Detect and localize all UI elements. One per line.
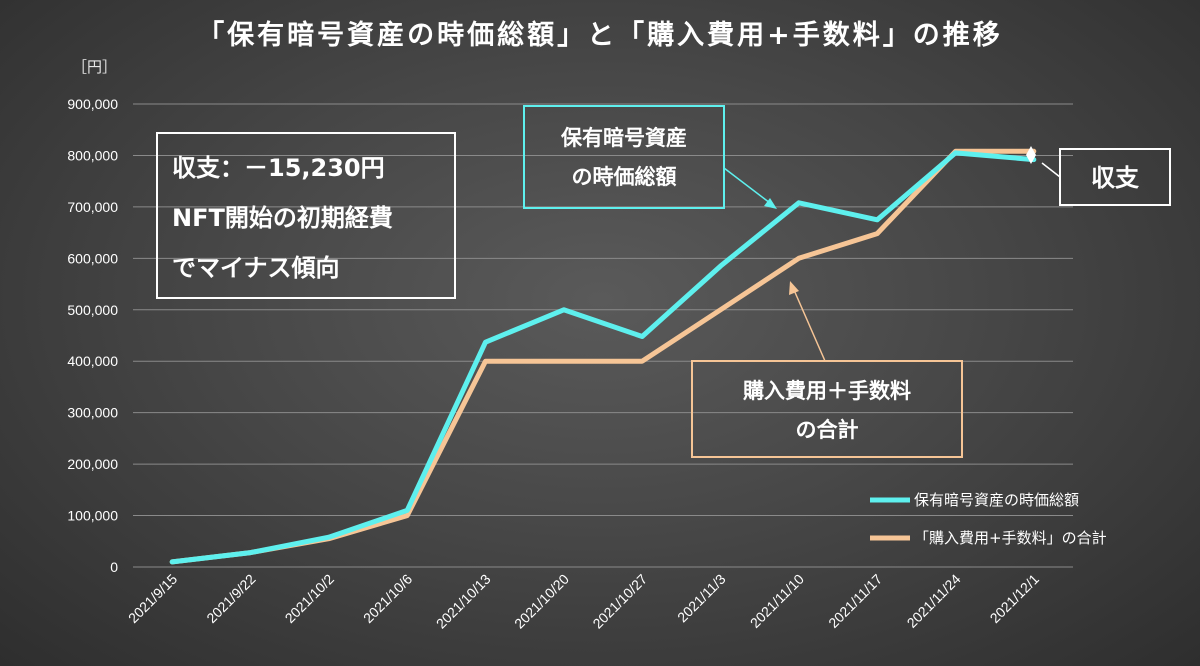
balance-bracket-marker [1026,146,1036,164]
legend-label-cost: 「購入費用+手数料」の合計 [914,529,1107,547]
summary-line-1: 収支：－15,230円 [172,154,385,182]
legend-label-market: 保有暗号資産の時価総額 [914,491,1079,509]
market-value-callout: 保有暗号資産 の時価総額 [523,105,777,209]
x-tick-label: 2021/10/27 [589,571,650,632]
cost-callout-arrowhead [789,281,799,295]
x-tick-label: 2021/10/2 [282,571,338,627]
y-tick-label: 200,000 [67,456,118,472]
y-axis-unit: ［円］ [72,58,117,76]
y-tick-label: 300,000 [67,405,118,421]
y-tick-label: 700,000 [67,199,118,215]
y-tick-label: 400,000 [67,353,118,369]
legend: 保有暗号資産の時価総額 「購入費用+手数料」の合計 [870,491,1107,547]
cost-callout-arrow [793,289,826,362]
market-callout-line-1: 保有暗号資産 [560,126,687,150]
market-callout-line-2: の時価総額 [572,165,677,189]
y-tick-label: 0 [110,559,118,575]
x-tick-label: 2021/11/10 [747,571,807,631]
cost-callout-line-1: 購入費用＋手数料 [742,379,911,403]
x-tick-label: 2021/10/6 [360,571,416,627]
x-tick-label: 2021/10/13 [433,571,494,632]
x-tick-label: 2021/11/17 [825,571,885,631]
balance-callout: 収支 [1026,146,1171,206]
x-axis-ticks: 2021/9/15 2021/9/22 2021/10/2 2021/10/6 2021… [125,571,1042,632]
y-tick-label: 800,000 [67,147,118,163]
series-line-market-value [169,150,1037,565]
y-tick-label: 900,000 [67,96,118,112]
summary-box: 収支：－15,230円 NFT開始の初期経費 でマイナス傾向 [156,132,456,299]
market-callout-arrow [723,167,771,204]
x-tick-label: 2021/11/24 [903,571,963,631]
y-tick-label: 100,000 [67,508,118,524]
x-tick-label: 2021/12/1 [987,571,1043,627]
cost-callout-line-2: の合計 [796,418,859,442]
x-tick-label: 2021/11/3 [674,571,729,626]
balance-callout-label: 収支 [1091,164,1140,192]
y-tick-label: 500,000 [67,302,118,318]
y-axis-ticks: 0 100,000 200,000 300,000 400,000 500,000 600,… [67,96,118,575]
x-tick-label: 2021/9/15 [125,571,181,627]
y-tick-label: 600,000 [67,250,118,266]
chart-title: 「保有暗号資産の時価総額」と「購入費用+手数料」の推移 [197,19,1003,51]
x-tick-label: 2021/10/20 [511,571,572,632]
market-callout-arrowhead [764,198,777,209]
cost-callout: 購入費用＋手数料 の合計 [691,281,963,458]
series-lines [169,148,1037,565]
balance-callout-arrow [1041,162,1061,178]
x-tick-label: 2021/9/22 [203,571,259,627]
summary-line-2: NFT開始の初期経費 [172,204,393,232]
summary-line-3: でマイナス傾向 [172,254,340,282]
